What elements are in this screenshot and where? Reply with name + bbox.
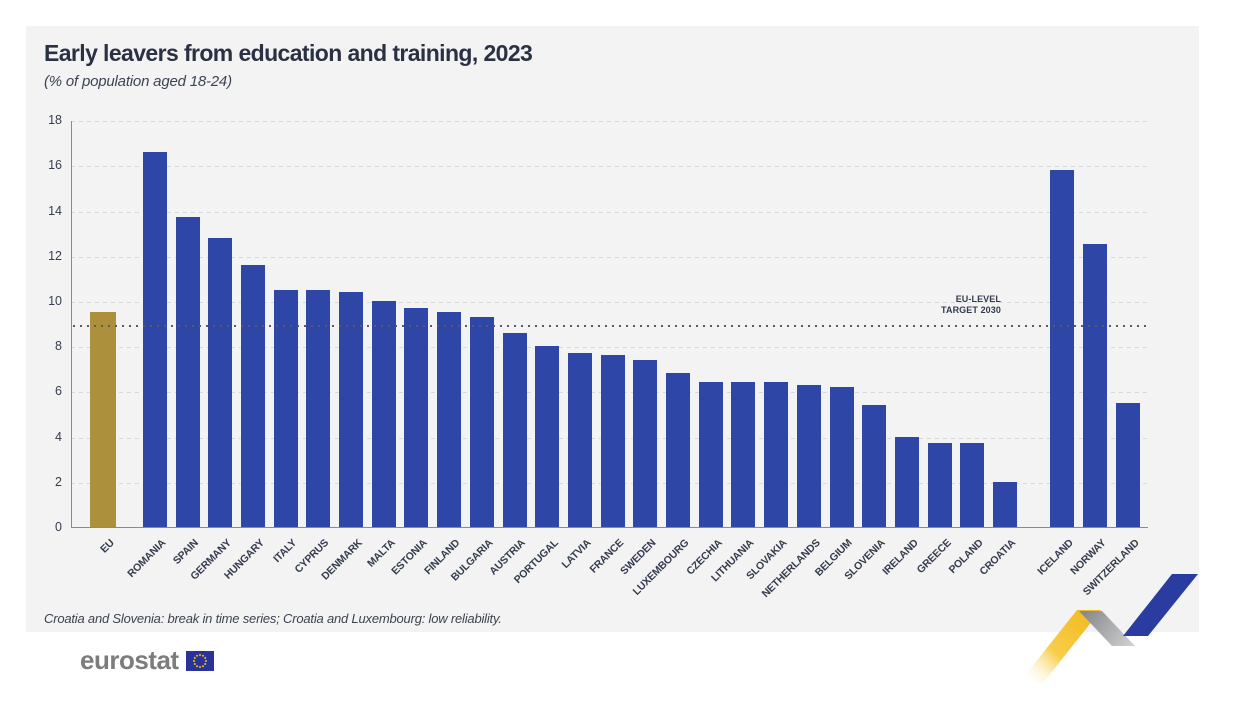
x-axis-label-romania: ROMANIA <box>125 537 169 580</box>
bar-lithuania <box>731 382 755 527</box>
gridline-12 <box>71 257 1148 258</box>
eu-flag-star <box>193 656 196 659</box>
eu-flag-star <box>201 654 204 657</box>
bar-france <box>601 355 625 527</box>
bar-cyprus <box>306 290 330 527</box>
chart-title: Early leavers from education and trainin… <box>44 40 533 66</box>
gridline-14 <box>71 212 1148 213</box>
bar-spain <box>176 217 200 527</box>
bar-greece <box>928 443 952 527</box>
bar-czechia <box>699 382 723 527</box>
gridline-16 <box>71 166 1148 167</box>
eu-flag-star <box>195 654 198 657</box>
bar-malta <box>372 301 396 527</box>
bar-portugal <box>535 346 559 527</box>
bar-eu <box>90 312 116 527</box>
gridline-18 <box>71 121 1148 122</box>
bar-estonia <box>404 308 428 527</box>
bar-bulgaria <box>470 317 494 527</box>
y-axis-label-10: 10 <box>48 294 62 308</box>
eu-flag-star <box>195 664 198 667</box>
target-annotation-line1: EU-LEVEL <box>955 294 1001 304</box>
target-line-annotation: EU-LEVEL TARGET 2030 <box>941 294 1001 316</box>
eurostat-logo: eurostat <box>80 645 214 676</box>
chart-subtitle: (% of population aged 18-24) <box>44 73 232 90</box>
y-axis-label-6: 6 <box>55 384 62 398</box>
bar-finland <box>437 312 461 527</box>
eu-flag-star <box>201 664 204 667</box>
y-axis-label-4: 4 <box>55 430 62 444</box>
eu-flag-star <box>203 662 206 665</box>
bar-iceland <box>1050 170 1074 527</box>
y-axis-label-2: 2 <box>55 475 62 489</box>
eu-flag-star <box>204 659 207 662</box>
gridline-10 <box>71 302 1148 303</box>
x-axis-line <box>71 527 1148 528</box>
bar-denmark <box>339 292 363 527</box>
target-annotation-line2: TARGET 2030 <box>941 305 1001 315</box>
eu-flag-icon <box>185 650 214 671</box>
bar-slovakia <box>764 382 788 527</box>
y-axis-label-14: 14 <box>48 204 62 218</box>
y-axis-label-16: 16 <box>48 158 62 172</box>
y-axis-label-18: 18 <box>48 113 62 127</box>
bar-hungary <box>241 265 265 527</box>
eu-flag-star <box>192 659 195 662</box>
x-axis-label-greece: GREECE <box>914 537 954 577</box>
bar-austria <box>503 333 527 527</box>
x-axis-label-italy: ITALY <box>271 537 300 565</box>
x-axis-label-iceland: ICELAND <box>1034 537 1076 578</box>
y-axis-label-8: 8 <box>55 339 62 353</box>
bar-luxembourg <box>666 373 690 527</box>
footnote-text: Croatia and Slovenia: break in time seri… <box>44 611 502 626</box>
eurostat-wordmark: eurostat <box>80 645 179 675</box>
bar-belgium <box>830 387 854 527</box>
bar-sweden <box>633 360 657 527</box>
eu-flag-star <box>198 665 201 668</box>
bar-norway <box>1083 244 1107 527</box>
bar-netherlands <box>797 385 821 527</box>
bar-ireland <box>895 437 919 527</box>
eu-flag-star <box>198 653 201 656</box>
bar-slovenia <box>862 405 886 527</box>
bar-romania <box>143 152 167 527</box>
x-axis-label-spain: SPAIN <box>170 537 201 567</box>
y-axis-label-12: 12 <box>48 249 62 263</box>
bar-italy <box>274 290 298 527</box>
bar-croatia <box>993 482 1017 527</box>
bar-poland <box>960 443 984 527</box>
gridline-8 <box>71 347 1148 348</box>
y-axis-line <box>71 121 72 527</box>
bar-germany <box>208 238 232 527</box>
bar-switzerland <box>1116 403 1140 527</box>
eu-flag-star <box>203 656 206 659</box>
bar-latvia <box>568 353 592 527</box>
x-axis-label-eu: EU <box>97 537 117 556</box>
y-axis-label-0: 0 <box>55 520 62 534</box>
target-2030-line <box>73 325 1148 327</box>
eu-flag-star <box>193 662 196 665</box>
